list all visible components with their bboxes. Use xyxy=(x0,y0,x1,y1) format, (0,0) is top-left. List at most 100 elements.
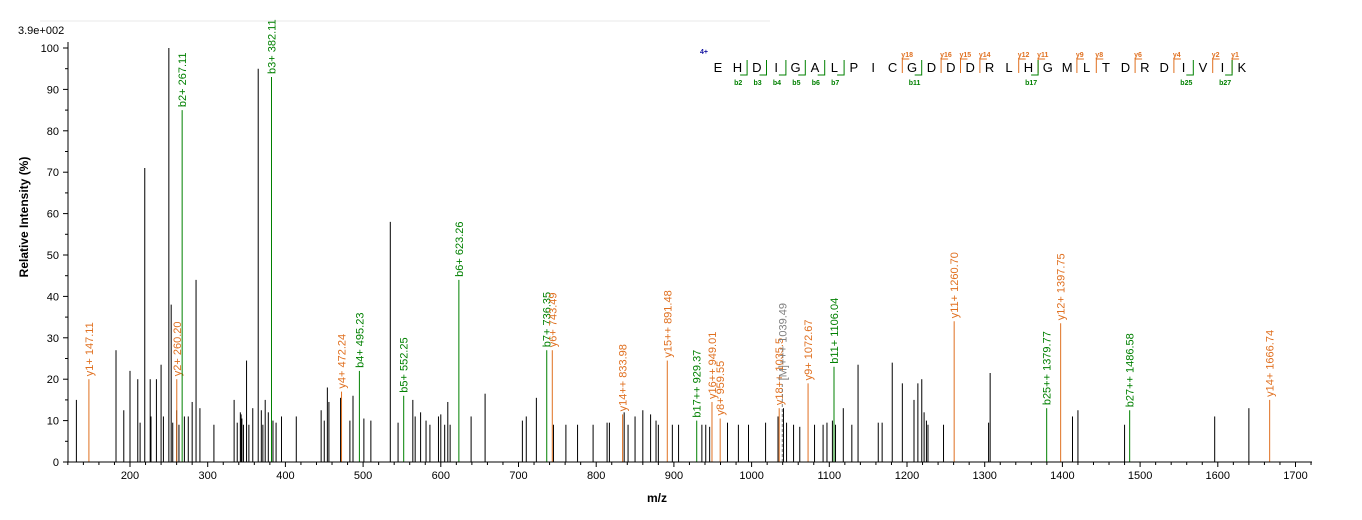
y-ion-bracket xyxy=(1212,58,1220,73)
sequence-residue: C xyxy=(888,60,897,75)
y-ion-label: y16 xyxy=(940,52,952,59)
b-ion-bracket xyxy=(740,60,748,76)
y-ion-bracket xyxy=(1095,58,1104,73)
peak-label: b11+ 1106.04 xyxy=(829,298,841,364)
x-tick-label: 600 xyxy=(432,470,450,482)
y-ion-label: y1 xyxy=(1231,52,1239,59)
sequence-residue: G xyxy=(907,60,917,75)
sequence-residue: L xyxy=(1005,60,1012,75)
peak-label: y9+ 1072.67 xyxy=(803,319,815,380)
peak-label: b25++ 1379.77 xyxy=(1042,331,1054,405)
b-ion-label: b25 xyxy=(1180,80,1192,87)
sequence-residue: R xyxy=(1140,60,1149,75)
x-tick-label: 1500 xyxy=(1128,470,1152,482)
peak-label: y1+ 147.11 xyxy=(84,322,96,376)
y-ion-label: y11 xyxy=(1037,52,1048,59)
x-tick-label: 1000 xyxy=(739,470,763,482)
x-tick-label: 1400 xyxy=(1050,470,1074,482)
b-ion-bracket xyxy=(778,60,787,76)
y-ion-label: y9 xyxy=(1076,52,1084,59)
y-tick-label: 10 xyxy=(47,416,59,428)
y-ion-label: y15 xyxy=(960,52,972,59)
y-ion-bracket xyxy=(901,58,910,73)
x-tick-label: 300 xyxy=(199,470,217,482)
y-axis-title: Relative Intensity (%) xyxy=(17,157,31,278)
b-ion-bracket xyxy=(1225,60,1233,76)
peak-label: b2+ 267.11 xyxy=(177,53,189,108)
y-tick-label: 90 xyxy=(47,84,59,96)
peak-label: y4+ 472.24 xyxy=(337,334,349,389)
y-ion-label: y18 xyxy=(901,52,913,59)
b-ion-label: b27 xyxy=(1219,80,1231,87)
b-ion-label: b6 xyxy=(812,80,820,87)
sequence-residue: G xyxy=(791,60,801,75)
y-ion-label: y12 xyxy=(1018,52,1030,59)
y-tick-label: 0 xyxy=(53,457,59,469)
y-tick-label: 80 xyxy=(47,126,59,138)
peak-label: y14++ 833.98 xyxy=(618,344,630,411)
peak-label: b27++ 1486.58 xyxy=(1125,333,1137,407)
y-ion-label: y2 xyxy=(1212,52,1220,59)
peak-label: b3+ 382.11 xyxy=(266,19,278,74)
b-ion-label: b5 xyxy=(792,80,800,87)
sequence-residue: K xyxy=(1237,60,1246,75)
axes: 200 300 400 500 600 700 800 900 1000 1100 1200 1300… xyxy=(41,42,1312,482)
y-tick-label: 70 xyxy=(47,167,59,179)
x-tick-label: 500 xyxy=(354,470,372,482)
y-tick-label: 50 xyxy=(47,250,59,262)
sequence-residue: H xyxy=(1024,60,1033,75)
y-ion-bracket xyxy=(940,58,949,73)
x-tick-label: 800 xyxy=(587,470,605,482)
b-ion-bracket xyxy=(759,60,767,76)
y-ion-label: y8 xyxy=(1095,52,1103,59)
y-tick-label: 40 xyxy=(47,291,59,303)
b-ion-label: b3 xyxy=(754,80,762,87)
y-ion-bracket xyxy=(1018,58,1026,73)
sequence-residue: A xyxy=(811,60,820,75)
peak-label: y15++ 891.48 xyxy=(662,290,674,357)
b-ion-label: b7 xyxy=(831,80,839,87)
sequence-residue: R xyxy=(985,60,994,75)
y-ion-label: y14 xyxy=(979,52,991,59)
x-tick-label: 1700 xyxy=(1283,470,1307,482)
y-ion-label: y4 xyxy=(1173,52,1181,59)
sequence-residue: E xyxy=(714,60,723,75)
sequence-residue: D xyxy=(946,60,955,75)
y-ion-bracket xyxy=(960,58,968,73)
y-tick-label: 30 xyxy=(47,333,59,345)
x-tick-label: 1300 xyxy=(972,470,996,482)
sequence-residue: I xyxy=(774,60,778,75)
b-ion-bracket xyxy=(837,60,845,76)
y-tick-label: 20 xyxy=(47,374,59,386)
peak-label: y8+ 959.55 xyxy=(715,361,727,416)
peak-label: b5+ 552.25 xyxy=(399,337,411,392)
matched-peaks: y1+ 147.11 y2+ 260.20 b2+ 267.11 b3+ 382.11… xyxy=(84,19,1277,462)
x-axis-title: m/z xyxy=(647,491,667,505)
b-ion-label: b4 xyxy=(773,80,781,87)
sequence-residue: M xyxy=(1062,60,1073,75)
x-tick-label: 1600 xyxy=(1206,470,1230,482)
peak-label: y12+ 1397.75 xyxy=(1056,253,1068,320)
sequence-residue: I xyxy=(871,60,875,75)
b-ion-bracket xyxy=(1031,60,1039,76)
peak-label: b4+ 495.23 xyxy=(354,313,366,368)
x-tick-label: 400 xyxy=(276,470,294,482)
b-ion-label: b17 xyxy=(1025,80,1037,87)
peak-label: b17++ 929.37 xyxy=(692,350,704,418)
x-tick-label: 700 xyxy=(509,470,527,482)
sequence-residue: L xyxy=(831,60,838,75)
sequence-residue: V xyxy=(1199,60,1208,75)
peak-label: b7+ 736.35 xyxy=(542,292,554,347)
sequence-residue: D xyxy=(1160,60,1169,75)
sequence-residue: H xyxy=(733,60,742,75)
y-ion-label: y6 xyxy=(1134,52,1142,59)
peak-label: [M]+++ 1039.49 xyxy=(777,303,789,380)
b-ion-bracket xyxy=(1186,60,1194,76)
peak-label: b6+ 623.26 xyxy=(454,221,466,276)
sequence-residue: L xyxy=(1083,60,1090,75)
x-tick-label: 900 xyxy=(665,470,683,482)
x-tick-label: 200 xyxy=(121,470,139,482)
sequence-residue: P xyxy=(849,60,858,75)
sequence-residue: D xyxy=(752,60,761,75)
peak-label: y16++ 949.01 xyxy=(707,332,719,399)
